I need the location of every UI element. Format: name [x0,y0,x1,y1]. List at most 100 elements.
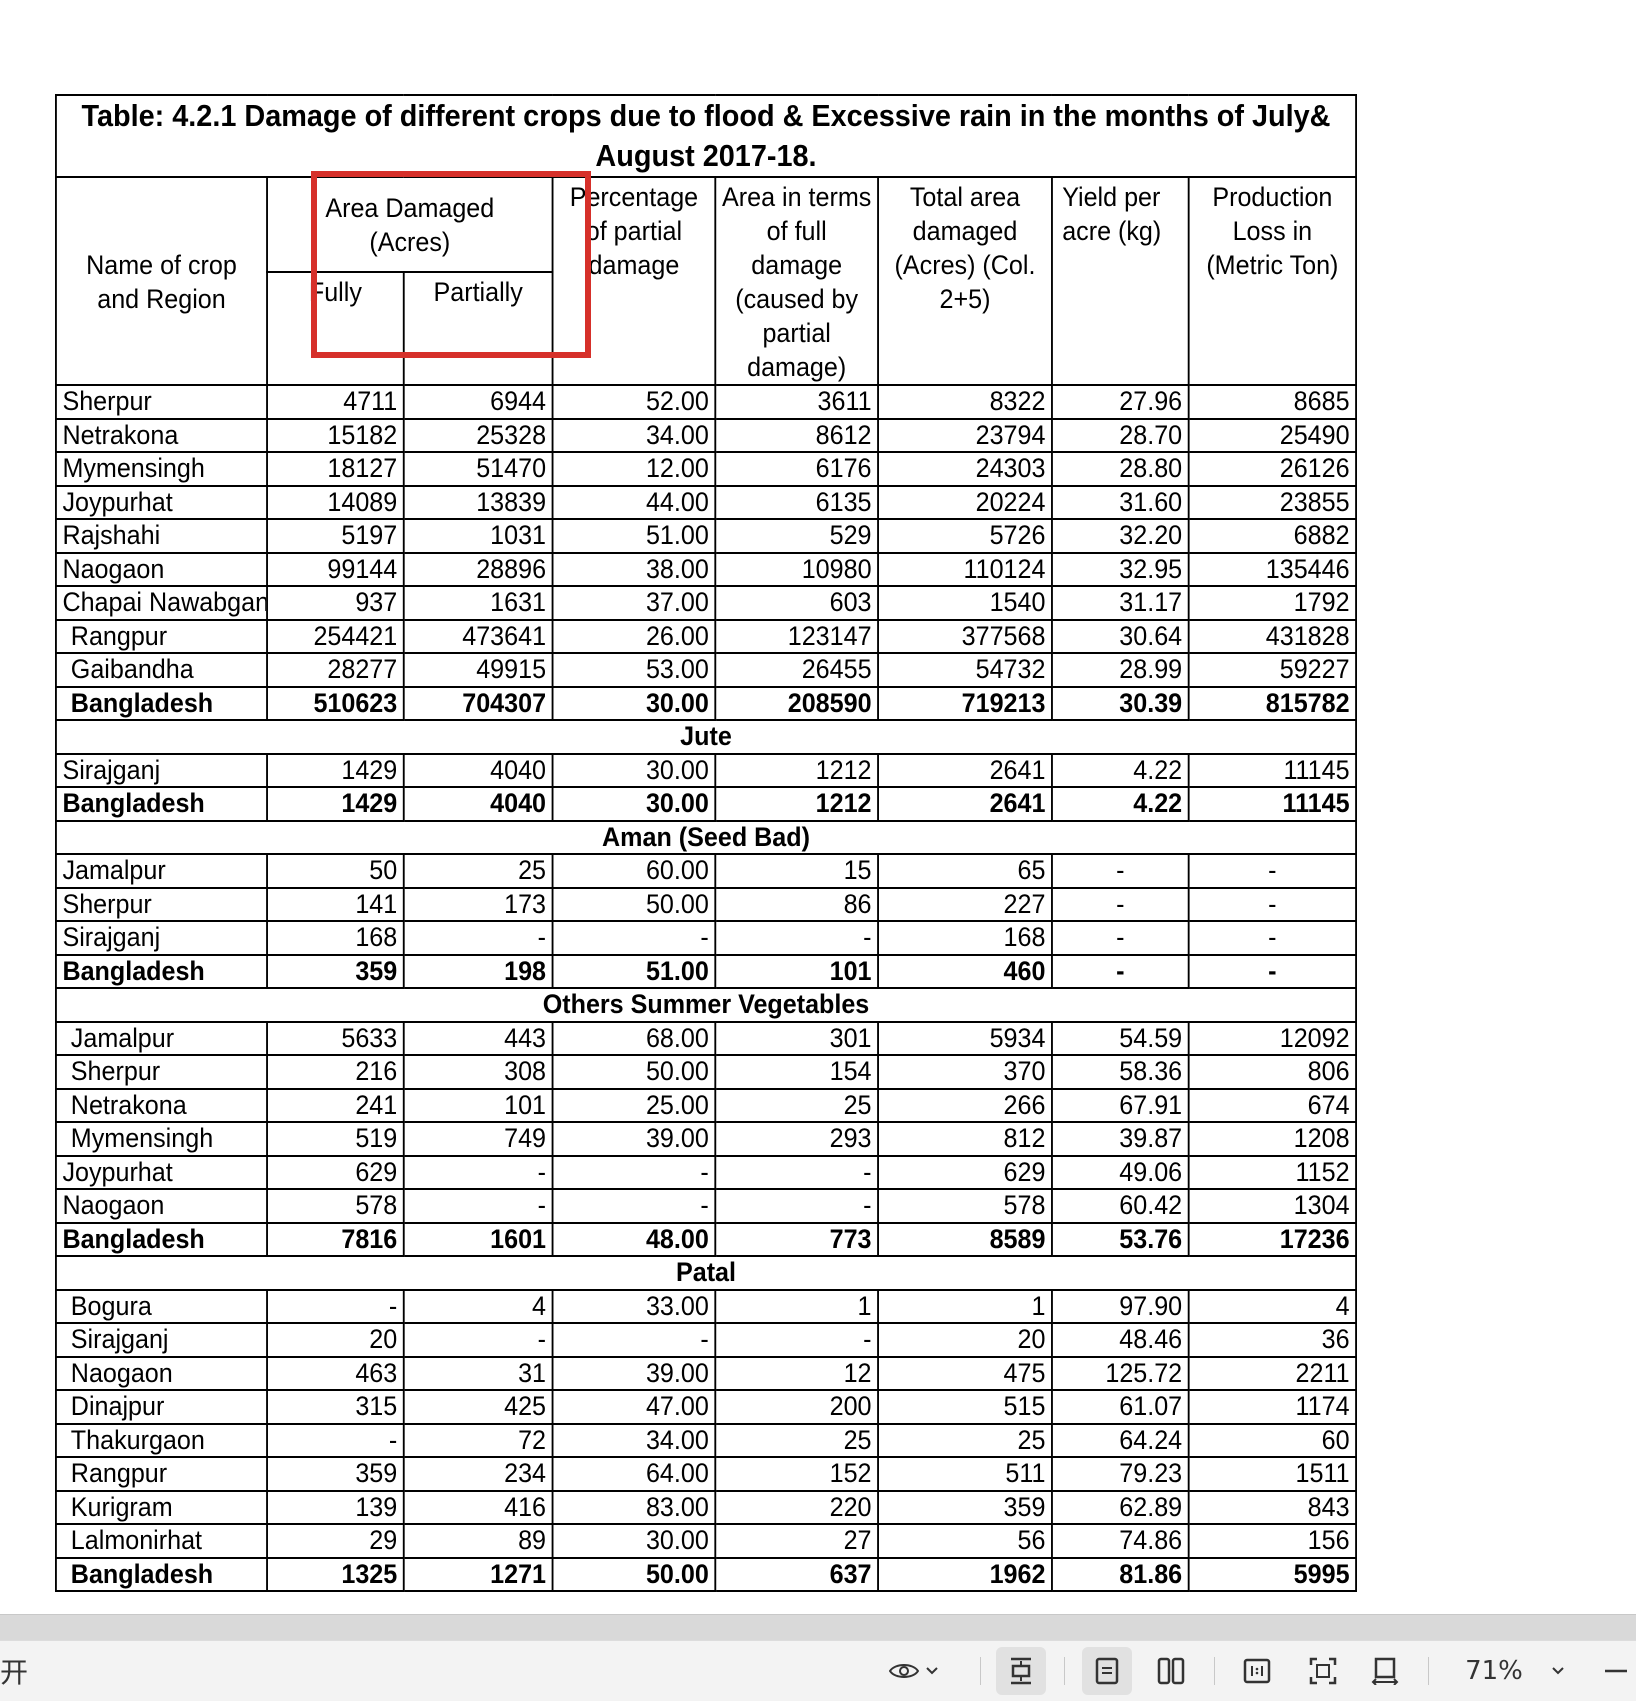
value-cell: 44.00 [551,484,717,520]
region-cell: Gaibandha [55,652,268,688]
value-cell: 51470 [402,451,554,487]
table-row: Sirajganj 20- - -20 48.46 36 [55,1322,1358,1358]
value-cell: 36 [1187,1322,1358,1358]
value-cell: 86 [714,886,879,922]
value-cell: 529 [714,518,879,554]
value-cell: 34.00 [551,1422,717,1458]
region-cell: Naogaon [55,551,268,587]
value-cell: - [1051,853,1190,889]
continuous-scroll-icon [1011,1657,1031,1685]
section-title: Jute [55,719,1358,755]
value-cell: 25 [877,1422,1053,1458]
value-cell: 6944 [402,384,554,420]
value-cell: 1212 [714,752,879,788]
fit-width-button[interactable] [1360,1647,1410,1695]
value-cell: 64.24 [1051,1422,1190,1458]
document-viewport[interactable]: Table: 4.2.1 Damage of different crops d… [0,0,1636,1614]
value-cell: 773 [714,1221,879,1257]
value-cell: 198 [402,953,554,989]
value-cell: 17236 [1187,1221,1358,1257]
region-cell: Bangladesh [55,953,268,989]
value-cell: 301 [714,1020,879,1056]
value-cell: 1429 [266,786,405,822]
value-cell: 12092 [1187,1020,1358,1056]
value-cell: 629 [877,1154,1053,1190]
zoom-out-button[interactable] [1596,1647,1636,1695]
value-cell: 15182 [266,417,405,453]
fit-width-icon [1371,1657,1399,1685]
value-cell: 12.00 [551,451,717,487]
value-cell: 25328 [402,417,554,453]
value-cell: 53.00 [551,652,717,688]
value-cell: 49915 [402,652,554,688]
value-cell: 31.60 [1051,484,1190,520]
value-cell: 48.46 [1051,1322,1190,1358]
total-row: Bangladesh 1429 4040 30.00 1212 2641 4.22 11145 [55,786,1358,822]
single-page-button[interactable] [1082,1647,1132,1695]
table-row: Chapai Nawabganj 937 1631 37.00 603 1540 31.17… [55,585,1358,621]
two-page-button[interactable] [1146,1647,1196,1695]
region-cell: Sirajganj [55,1322,268,1358]
fit-page-button[interactable] [1298,1647,1348,1695]
zoom-level-select[interactable]: 71% [1460,1647,1570,1695]
horizontal-scrollbar[interactable] [0,1614,1636,1641]
value-cell: 79.23 [1051,1456,1190,1492]
section-title: Patal [55,1255,1358,1291]
table-row: Lalmonirhat 29 89 30.00 27 56 74.86 156 [55,1523,1358,1559]
value-cell: 60 [1187,1422,1358,1458]
value-cell: - [551,1154,717,1190]
value-cell: 1 [877,1288,1053,1324]
eye-view-button[interactable] [886,1647,942,1695]
header-fully: Fully [266,271,405,386]
value-cell: 234 [402,1456,554,1492]
value-cell: 5995 [1187,1556,1358,1592]
section-title: Others Summer Vegetables [55,987,1358,1023]
table-row: Rangpur 359 234 64.00 152 511 79.23 1511 [55,1456,1358,1492]
value-cell: 54732 [877,652,1053,688]
value-cell: 2641 [877,786,1053,822]
value-cell: - [551,1188,717,1224]
table-row: Bogura -4 33.00 1 1 97.90 4 [55,1288,1358,1324]
header-production-loss: Production Loss in (Metric Ton) [1187,176,1358,386]
value-cell: 8612 [714,417,879,453]
value-cell: 152 [714,1456,879,1492]
table-row: Rajshahi 5197 1031 51.00 529 5726 32.20 6882 [55,518,1358,554]
table-row: Sirajganj 168- - -168- - [55,920,1358,956]
value-cell: 637 [714,1556,879,1592]
table-title: Table: 4.2.1 Damage of different crops d… [55,94,1358,178]
value-cell: 30.64 [1051,618,1190,654]
value-cell: - [1187,886,1358,922]
value-cell: 32.20 [1051,518,1190,554]
table-row: Rangpur 254421 473641 26.00 123147 377568 30.6… [55,618,1358,654]
value-cell: 61.07 [1051,1389,1190,1425]
region-cell: Netrakona [55,1087,268,1123]
value-cell: 254421 [266,618,405,654]
value-cell: 64.00 [551,1456,717,1492]
value-cell: 14089 [266,484,405,520]
value-cell: 4.22 [1051,786,1190,822]
value-cell: 38.00 [551,551,717,587]
region-cell: Bangladesh [55,685,268,721]
value-cell: 168 [266,920,405,956]
section-title: Aman (Seed Bad) [55,819,1358,855]
value-cell: 101 [402,1087,554,1123]
continuous-scroll-button[interactable] [996,1647,1046,1695]
value-cell: 1325 [266,1556,405,1592]
region-cell: Bangladesh [55,1556,268,1592]
value-cell: 25.00 [551,1087,717,1123]
section-header-row: Others Summer Vegetables [55,987,1358,1023]
region-cell: Sherpur [55,384,268,420]
table-row: Mymensingh 519 749 39.00 293 812 39.87 1208 [55,1121,1358,1157]
actual-size-button[interactable] [1232,1647,1282,1695]
value-cell: 359 [266,953,405,989]
value-cell: 6176 [714,451,879,487]
value-cell: 28.70 [1051,417,1190,453]
region-cell: Mymensingh [55,451,268,487]
value-cell: 89 [402,1523,554,1559]
value-cell: 4040 [402,786,554,822]
value-cell: 30.00 [551,752,717,788]
value-cell: 30.39 [1051,685,1190,721]
header-name: Name of crop and Region [55,176,268,386]
eye-icon [889,1664,919,1678]
value-cell: 65 [877,853,1053,889]
